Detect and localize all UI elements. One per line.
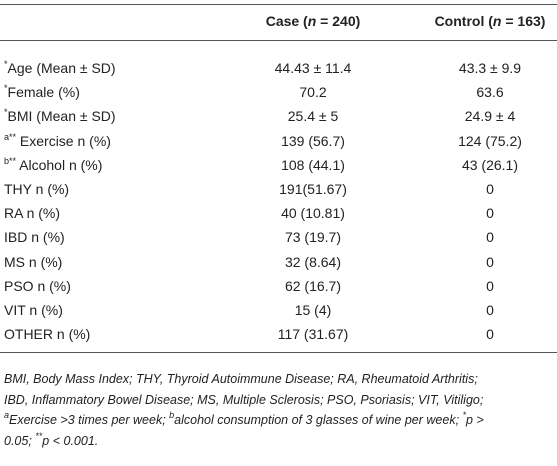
row-label: a** Exercise n (%) [4,132,111,150]
footnote-line: IBD, Inflammatory Bowel Disease; MS, Mul… [4,392,483,408]
text: IBD n (%) [4,229,65,246]
text: Case ( [265,13,308,29]
superscript: a [4,410,10,420]
case-value: 70.2 [299,84,327,101]
text: p > [466,413,484,427]
row-label: THY n (%) [4,180,69,198]
text: = 240) [316,13,361,29]
superscript: * [4,59,8,69]
case-value: 62 (16.7) [284,277,342,294]
case-value: 108 (44.1) [281,156,345,173]
superscript: * [462,410,467,420]
bottom-rule [0,352,557,353]
control-value: 0 [486,277,494,294]
text: 0.05; [4,433,36,448]
row-label: OTHER n (%) [4,325,90,343]
row-label: IBD n (%) [4,228,65,246]
control-value: 124 (75.2) [458,132,522,149]
text: alcohol consumption of 3 glasses of wine… [174,413,463,427]
case-value: 40 (10.81) [281,205,345,222]
superscript: * [4,107,8,118]
superscript: a** [4,131,17,142]
text: Age (Mean ± SD) [7,60,116,76]
control-value: 0 [486,302,494,318]
text: Alcohol n (%) [16,156,103,173]
superscript: b** [4,155,17,166]
case-value: 73 (19.7) [284,229,342,246]
control-value: 43.3 ± 9.9 [458,60,522,76]
row-label: *BMI (Mean ± SD) [4,107,116,125]
superscript: ** [35,430,43,441]
row-label: *Age (Mean ± SD) [4,59,116,77]
control-value: 0 [486,229,494,246]
control-value: 43 (26.1) [461,156,519,173]
control-value: 63.6 [476,84,504,101]
row-label: *Female (%) [4,83,80,101]
control-value: 0 [486,181,494,197]
text: THY n (%) [4,181,70,197]
text: RA n (%) [4,205,61,222]
case-value: 44.43 ± 11.4 [274,60,352,76]
case-value: 32 (8.64) [284,253,342,270]
superscript: b [169,410,175,420]
text: Control ( [434,13,493,29]
top-rule [0,4,557,5]
case-value: 191(51.67) [279,181,347,197]
footnote-line: aExercise >3 times per week; balcohol co… [4,410,484,428]
control-value: 0 [486,253,494,270]
footnote-line: BMI, Body Mass Index; THY, Thyroid Autoi… [4,371,478,387]
case-value: 117 (31.67) [277,326,349,343]
text: BMI (Mean ± SD) [7,108,116,125]
case-value: 25.4 ± 5 [287,108,339,125]
text: OTHER n (%) [4,326,91,343]
text: Exercise >3 times per week; [9,413,170,427]
italic-text: n [492,13,502,29]
control-value: 24.9 ± 4 [464,108,516,125]
text: Female (%) [7,84,80,101]
control-value: 0 [486,326,494,343]
case-value: 15 (4) [294,302,332,318]
superscript: * [4,83,8,94]
italic-text: n [307,13,317,29]
header-case: Case (n = 240) [213,12,413,30]
text: = 163) [501,13,546,29]
text: p < 0.001. [42,433,99,448]
row-label: b** Alcohol n (%) [4,156,102,174]
footnote-line: 0.05; **p < 0.001. [4,430,99,449]
text: IBD, Inflammatory Bowel Disease; MS, Mul… [4,392,484,407]
row-label: PSO n (%) [4,277,71,295]
text: PSO n (%) [4,277,71,294]
header-rule [0,40,557,41]
text: MS n (%) [4,253,63,270]
case-value: 139 (56.7) [281,132,345,149]
row-label: VIT n (%) [4,301,63,319]
text: BMI, Body Mass Index; THY, Thyroid Autoi… [4,372,478,386]
header-control: Control (n = 163) [392,12,557,30]
text: Exercise n (%) [16,132,111,149]
row-label: MS n (%) [4,253,62,271]
row-label: RA n (%) [4,204,60,222]
control-value: 0 [486,205,494,222]
text: VIT n (%) [4,302,63,318]
